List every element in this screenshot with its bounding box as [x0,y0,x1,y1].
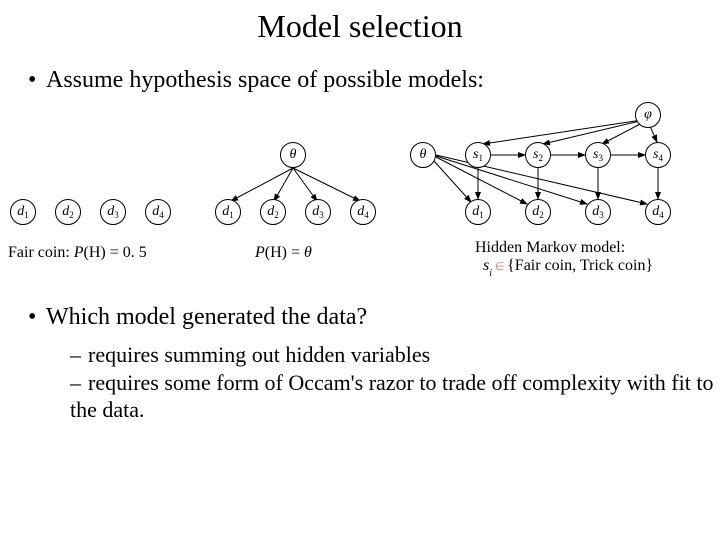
m3-d1-sub: 1 [479,210,484,220]
m2-d2: d2 [260,199,286,225]
m3-d1-label: d [472,204,479,220]
m2-theta-label: θ [290,147,297,163]
caption-hmm-line1: Hidden Markov model: [475,239,653,257]
in-symbol: ∈ [492,261,507,273]
m3-s4: s4 [645,142,671,168]
sub-bullet-1-text: requires summing out hidden variables [88,342,430,367]
m3-d4: d4 [645,199,671,225]
caption-fair-eq: = 0. 5 [106,244,147,261]
phi-node: φ [635,102,661,128]
sub-bullet-list: –requires summing out hidden variables –… [0,331,720,424]
caption-mid-p: P [255,244,265,261]
m3-s3-sub: 3 [598,153,603,163]
caption-fair-paren: (H) [84,244,106,261]
m3-s1: s1 [465,142,491,168]
m1-d3-label: d [107,204,114,220]
m2-d4: d4 [350,199,376,225]
caption-fair-pre: Fair coin: [8,244,74,261]
m3-theta: θ [410,142,436,168]
m2-d2-label: d [267,204,274,220]
dash-marker: – [70,369,88,397]
caption-hmm-line2: si ∈ {Fair coin, Trick coin} [475,257,653,277]
slide-title: Model selection [0,0,720,45]
sub-bullet-2-text: requires some form of Occam's razor to t… [70,370,713,423]
m3-d2-label: d [532,204,539,220]
sub-bullet-2: –requires some form of Occam's razor to … [70,369,720,424]
m2-d1-label: d [222,204,229,220]
m1-d4-label: d [152,204,159,220]
m3-d4-label: d [652,204,659,220]
bullet-marker: • [28,67,46,94]
caption-mid-paren: (H) [265,244,287,261]
m1-d2: d2 [55,199,81,225]
caption-fair-coin: Fair coin: P(H) = 0. 5 [8,244,147,262]
m2-d3: d3 [305,199,331,225]
m1-d3: d3 [100,199,126,225]
caption-hmm: Hidden Markov model: si ∈ {Fair coin, Tr… [475,239,653,277]
m3-s1-sub: 1 [478,153,483,163]
m3-s2: s2 [525,142,551,168]
bullet-main: •Assume hypothesis space of possible mod… [0,45,720,94]
caption-hmm-set: {Fair coin, Trick coin} [507,257,653,274]
m2-d3-label: d [312,204,319,220]
m3-s4-sub: 4 [658,153,663,163]
caption-theta-model: P(H) = θ [255,244,312,262]
caption-mid-theta: θ [304,244,312,261]
m1-d1: d1 [10,199,36,225]
caption-mid-eq: = [287,244,304,261]
m3-theta-label: θ [420,147,427,163]
question-text: Which model generated the data? [46,304,367,330]
caption-hmm-i: i [489,268,492,279]
m2-d1: d1 [215,199,241,225]
m1-d4: d4 [145,199,171,225]
m1-d4-sub: 4 [159,210,164,220]
m1-d2-label: d [62,204,69,220]
m2-d4-label: d [357,204,364,220]
m3-d2-sub: 2 [539,210,544,220]
m2-d1-sub: 1 [229,210,234,220]
m1-d3-sub: 3 [114,210,119,220]
diagram-area: φ Fair coin: P(H) = 0. 5 P(H) = θ Hidden… [0,94,720,294]
m3-s3: s3 [585,142,611,168]
m3-d2: d2 [525,199,551,225]
bullet-marker-2: • [28,304,46,331]
m3-d3-label: d [592,204,599,220]
phi-label: φ [644,107,652,123]
m2-d4-sub: 4 [364,210,369,220]
m2-d2-sub: 2 [274,210,279,220]
m3-d1: d1 [465,199,491,225]
m3-d3-sub: 3 [599,210,604,220]
m3-d3: d3 [585,199,611,225]
bullet-main-text: Assume hypothesis space of possible mode… [46,67,484,93]
m1-d1-label: d [17,204,24,220]
m3-s2-sub: 2 [538,153,543,163]
caption-fair-p: P [74,244,84,261]
sub-bullet-1: –requires summing out hidden variables [70,341,720,369]
m2-d3-sub: 3 [319,210,324,220]
m3-d4-sub: 4 [659,210,664,220]
m2-theta: θ [280,142,306,168]
m1-d1-sub: 1 [24,210,29,220]
dash-marker: – [70,341,88,369]
m1-d2-sub: 2 [69,210,74,220]
bullet-question: •Which model generated the data? [0,294,720,331]
